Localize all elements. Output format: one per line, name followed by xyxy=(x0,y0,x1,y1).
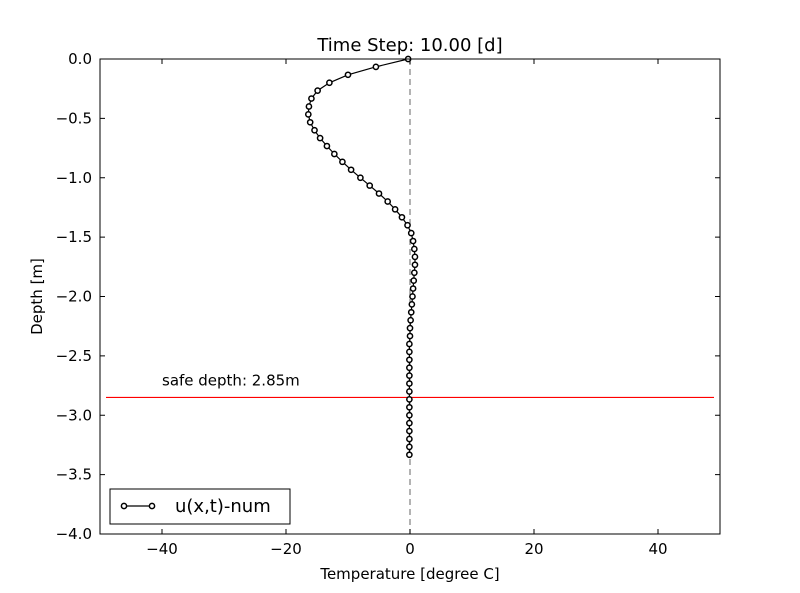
data-point xyxy=(407,229,415,237)
y-tick-label: −2.0 xyxy=(56,288,92,306)
data-point xyxy=(339,158,346,166)
y-tick-label: −3.5 xyxy=(56,466,92,484)
x-axis-title: Temperature [degree C] xyxy=(319,565,499,583)
data-point xyxy=(308,95,315,102)
data-point xyxy=(407,316,414,324)
data-point xyxy=(347,166,355,174)
data-point xyxy=(406,324,414,332)
data-point xyxy=(326,79,333,87)
data-point xyxy=(305,103,313,110)
data-point xyxy=(366,182,374,189)
legend-marker-right xyxy=(148,502,156,510)
legend-marker-left xyxy=(120,502,128,510)
x-tick-label: 40 xyxy=(648,540,667,558)
data-point xyxy=(375,190,383,197)
data-point xyxy=(404,221,411,229)
data-point xyxy=(398,213,406,221)
y-tick-label: −4.0 xyxy=(56,525,92,543)
data-point xyxy=(406,411,413,419)
legend-label: u(x,t)-num xyxy=(175,496,271,517)
data-point xyxy=(372,63,380,71)
x-tick-label: −20 xyxy=(270,540,302,558)
y-tick-label: −3.0 xyxy=(56,406,92,424)
data-point xyxy=(384,198,392,205)
data-point xyxy=(406,364,413,372)
y-tick-label: 0.0 xyxy=(68,50,92,68)
data-point xyxy=(407,308,415,316)
axis-ticks: −40 −20 0 20 40 0.0 −0.5 −1.0 −1.5 −2.0 −2.5 −3.0 −3… xyxy=(56,50,720,558)
chart-title: Time Step: 10.00 [d] xyxy=(316,35,502,56)
data-point xyxy=(406,443,413,451)
data-point xyxy=(406,372,413,379)
annotation-label: safe depth: 2.85m xyxy=(162,372,300,390)
data-point xyxy=(391,205,399,213)
data-point xyxy=(410,245,418,253)
plot-content: safe depth: 2.85m xyxy=(106,55,714,534)
data-point xyxy=(409,285,417,292)
data-point xyxy=(316,134,324,142)
data-point xyxy=(406,419,413,427)
data-point xyxy=(406,403,413,411)
data-point xyxy=(314,87,321,94)
data-point xyxy=(406,435,413,443)
y-tick-label: −2.5 xyxy=(56,347,92,365)
data-point xyxy=(409,237,417,245)
data-point xyxy=(306,118,314,126)
data-point xyxy=(408,300,416,308)
y-tick-label: −1.5 xyxy=(56,228,92,246)
data-point xyxy=(406,340,413,348)
data-point xyxy=(406,348,413,356)
x-tick-label: −40 xyxy=(146,540,178,558)
data-point xyxy=(357,174,364,182)
data-point xyxy=(406,380,413,387)
data-point xyxy=(344,71,352,79)
data-point xyxy=(406,427,413,435)
data-point xyxy=(409,293,416,300)
data-point xyxy=(406,332,414,340)
legend-frame xyxy=(109,488,291,525)
data-point xyxy=(411,253,419,261)
data-point xyxy=(410,269,418,277)
y-axis-title: Depth [m] xyxy=(28,258,46,335)
data-point xyxy=(406,388,413,395)
y-tick-label: −1.0 xyxy=(56,169,92,187)
data-point xyxy=(323,142,331,150)
data-point xyxy=(410,277,418,284)
data-point xyxy=(406,356,413,364)
data-point xyxy=(406,451,413,459)
y-tick-label: −0.5 xyxy=(56,109,92,127)
data-point xyxy=(311,126,318,134)
data-point xyxy=(406,395,413,403)
data-point xyxy=(304,110,312,118)
data-point xyxy=(331,150,338,158)
x-tick-label: 20 xyxy=(524,540,543,558)
x-tick-label: 0 xyxy=(405,540,415,558)
legend: u(x,t)-num xyxy=(109,488,291,525)
data-point xyxy=(411,261,419,269)
